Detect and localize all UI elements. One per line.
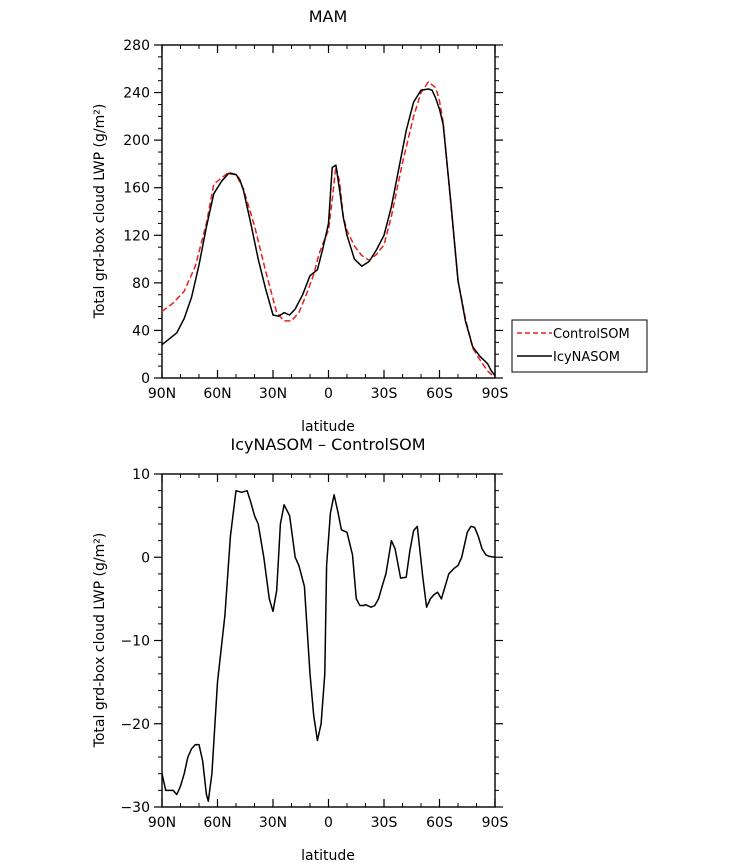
x-tick-label-top: 60S — [426, 386, 453, 402]
difference-line — [161, 489, 496, 802]
controlsom-line — [161, 81, 496, 377]
panel-top-title: MAM — [309, 7, 348, 26]
panel-bottom-series — [161, 489, 496, 802]
legend: ControlSOM IcyNASOM — [511, 319, 648, 373]
legend-label-controlsom: ControlSOM — [553, 327, 630, 342]
panel-top: MAM 90N 60N 30N 0 30S 60S 90S 0 40 80 120 160 200 240… — [92, 7, 648, 435]
panel-top-plot-frame — [161, 44, 496, 379]
y-tick-label-top: 80 — [132, 276, 150, 292]
panel-bottom-xlabel: latitude — [301, 848, 355, 864]
x-tick-label-top: 30S — [371, 386, 398, 402]
panel-bottom-ylabel: Total grd-box cloud LWP (g/m²) — [92, 533, 108, 749]
panel-top-series — [161, 81, 496, 377]
y-tick-label-bottom: −20 — [120, 717, 150, 733]
x-tick-label-bottom: 90N — [148, 815, 176, 831]
y-tick-label-bottom: −30 — [120, 800, 150, 816]
x-tick-label-bottom: 30S — [371, 815, 398, 831]
x-tick-label-bottom: 90S — [482, 815, 509, 831]
legend-label-icynasom: IcyNASOM — [553, 350, 620, 365]
x-tick-label-top: 30N — [259, 386, 287, 402]
y-tick-label-top: 240 — [123, 86, 150, 102]
y-tick-label-bottom: 0 — [141, 550, 150, 566]
y-tick-label-bottom: −10 — [120, 634, 150, 650]
x-tick-label-top: 90S — [482, 386, 509, 402]
y-tick-label-top: 40 — [132, 323, 150, 339]
panel-bottom: IcyNASOM – ControlSOM 90N 60N 30N 0 30S 60S 90… — [92, 435, 508, 864]
x-tick-label-top: 90N — [148, 386, 176, 402]
y-tick-label-top: 160 — [123, 181, 150, 197]
y-tick-label-bottom: 10 — [132, 467, 150, 483]
y-tick-label-top: 120 — [123, 228, 150, 244]
legend-box — [511, 319, 648, 373]
y-tick-label-top: 200 — [123, 133, 150, 149]
panel-bottom-plot-frame — [161, 473, 496, 808]
x-tick-label-top: 0 — [324, 386, 333, 402]
y-tick-label-top: 280 — [123, 38, 150, 54]
x-tick-label-top: 60N — [203, 386, 231, 402]
x-tick-label-bottom: 60N — [203, 815, 231, 831]
x-tick-label-bottom: 30N — [259, 815, 287, 831]
panel-top-ylabel: Total grd-box cloud LWP (g/m²) — [92, 104, 108, 320]
panel-bottom-ticks: 90N 60N 30N 0 30S 60S 90S −30 −20 −10 0 10 — [120, 467, 508, 831]
panel-top-ticks: 90N 60N 30N 0 30S 60S 90S 0 40 80 120 160 200 240 280 — [123, 38, 508, 402]
x-tick-label-bottom: 60S — [426, 815, 453, 831]
y-tick-label-top: 0 — [141, 371, 150, 387]
x-tick-label-bottom: 0 — [324, 815, 333, 831]
icynasom-line — [161, 88, 496, 377]
panel-top-xlabel: latitude — [301, 419, 355, 435]
panel-bottom-title: IcyNASOM – ControlSOM — [230, 435, 425, 454]
